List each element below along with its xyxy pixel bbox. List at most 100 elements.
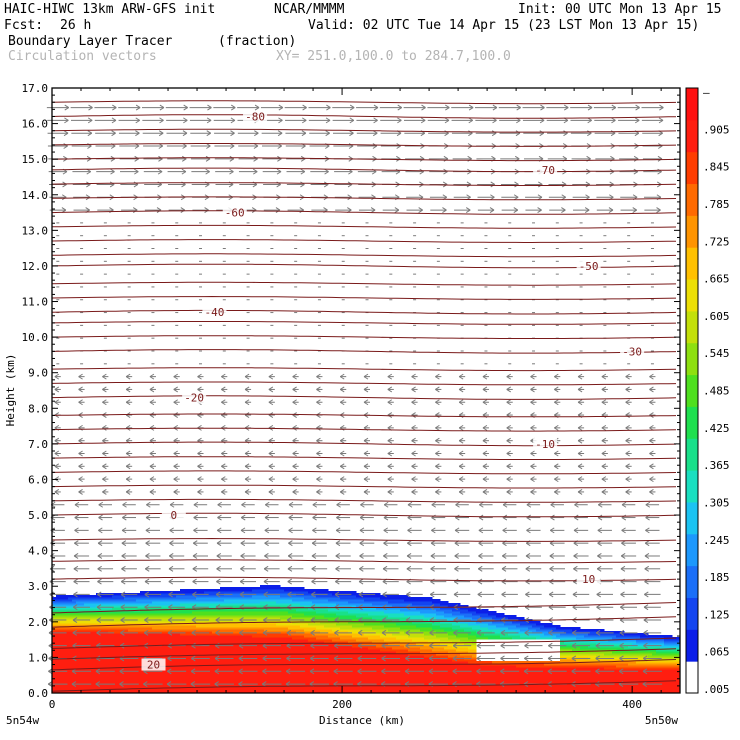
field-cell bbox=[184, 677, 189, 680]
field-cell bbox=[324, 677, 329, 680]
field-cell bbox=[412, 623, 417, 626]
field-cell bbox=[60, 667, 65, 670]
field-cell bbox=[116, 653, 121, 656]
field-cell bbox=[292, 623, 297, 626]
field-cell bbox=[212, 629, 217, 632]
field-cell bbox=[384, 665, 389, 668]
field-cell bbox=[56, 631, 61, 634]
field-cell bbox=[288, 613, 293, 616]
field-cell bbox=[384, 601, 389, 604]
field-cell bbox=[312, 679, 317, 682]
field-cell bbox=[60, 673, 65, 676]
field-cell bbox=[200, 663, 205, 666]
field-cell bbox=[292, 627, 297, 630]
field-cell bbox=[232, 589, 237, 592]
field-cell bbox=[396, 651, 401, 654]
field-cell bbox=[228, 669, 233, 672]
field-cell bbox=[68, 603, 73, 606]
field-cell bbox=[256, 665, 261, 668]
field-cell bbox=[104, 653, 109, 656]
field-cell bbox=[352, 631, 357, 634]
field-cell bbox=[212, 687, 217, 690]
field-cell bbox=[116, 671, 121, 674]
field-cell bbox=[180, 689, 185, 692]
field-cell bbox=[432, 639, 437, 642]
field-cell bbox=[148, 685, 153, 688]
field-cell bbox=[284, 625, 289, 628]
field-cell bbox=[272, 649, 277, 652]
field-cell bbox=[216, 661, 221, 664]
field-cell bbox=[80, 609, 85, 612]
field-cell bbox=[128, 667, 133, 670]
field-cell bbox=[144, 591, 149, 594]
field-cell bbox=[152, 599, 157, 602]
field-cell bbox=[156, 653, 161, 656]
field-cell bbox=[168, 625, 173, 628]
field-cell bbox=[232, 649, 237, 652]
field-cell bbox=[188, 599, 193, 602]
field-cell bbox=[400, 651, 405, 654]
field-cell bbox=[184, 661, 189, 664]
field-cell bbox=[300, 639, 305, 642]
field-cell bbox=[356, 617, 361, 620]
field-cell bbox=[364, 641, 369, 644]
field-cell bbox=[140, 647, 145, 650]
field-cell bbox=[304, 591, 309, 594]
field-cell bbox=[64, 673, 69, 676]
field-cell bbox=[184, 623, 189, 626]
field-cell bbox=[344, 651, 349, 654]
field-cell bbox=[248, 617, 253, 620]
field-cell bbox=[64, 687, 69, 690]
field-cell bbox=[88, 639, 93, 642]
field-cell bbox=[112, 679, 117, 682]
field-cell bbox=[428, 603, 433, 606]
field-cell bbox=[412, 629, 417, 632]
field-cell bbox=[204, 673, 209, 676]
field-cell bbox=[172, 685, 177, 688]
field-cell bbox=[168, 677, 173, 680]
field-cell bbox=[192, 641, 197, 644]
field-cell bbox=[128, 651, 133, 654]
field-cell bbox=[92, 665, 97, 668]
field-cell bbox=[144, 653, 149, 656]
field-cell bbox=[168, 667, 173, 670]
field-cell bbox=[148, 675, 153, 678]
field-cell bbox=[200, 687, 205, 690]
field-cell bbox=[212, 685, 217, 688]
field-cell bbox=[260, 633, 265, 636]
field-cell bbox=[64, 649, 69, 652]
field-cell bbox=[260, 627, 265, 630]
field-cell bbox=[416, 637, 421, 640]
field-cell bbox=[368, 597, 373, 600]
field-cell bbox=[368, 689, 373, 692]
field-cell bbox=[128, 635, 133, 638]
field-cell bbox=[108, 685, 113, 688]
field-cell bbox=[244, 629, 249, 632]
field-cell bbox=[192, 667, 197, 670]
field-cell bbox=[88, 649, 93, 652]
field-cell bbox=[264, 625, 269, 628]
field-cell bbox=[204, 689, 209, 692]
field-cell bbox=[188, 651, 193, 654]
field-cell bbox=[384, 609, 389, 612]
field-cell bbox=[304, 679, 309, 682]
field-cell bbox=[280, 587, 285, 590]
field-cell bbox=[124, 603, 129, 606]
field-cell bbox=[392, 629, 397, 632]
field-cell bbox=[268, 645, 273, 648]
field-cell bbox=[176, 667, 181, 670]
field-cell bbox=[128, 639, 133, 642]
field-cell bbox=[372, 645, 377, 648]
field-cell bbox=[376, 631, 381, 634]
field-cell bbox=[224, 599, 229, 602]
field-cell bbox=[316, 599, 321, 602]
field-cell bbox=[276, 681, 281, 684]
field-cell bbox=[144, 679, 149, 682]
field-cell bbox=[200, 669, 205, 672]
field-cell bbox=[320, 665, 325, 668]
field-cell bbox=[176, 671, 181, 674]
field-cell bbox=[56, 609, 61, 612]
field-cell bbox=[416, 687, 421, 690]
field-cell bbox=[164, 641, 169, 644]
field-cell bbox=[68, 635, 73, 638]
